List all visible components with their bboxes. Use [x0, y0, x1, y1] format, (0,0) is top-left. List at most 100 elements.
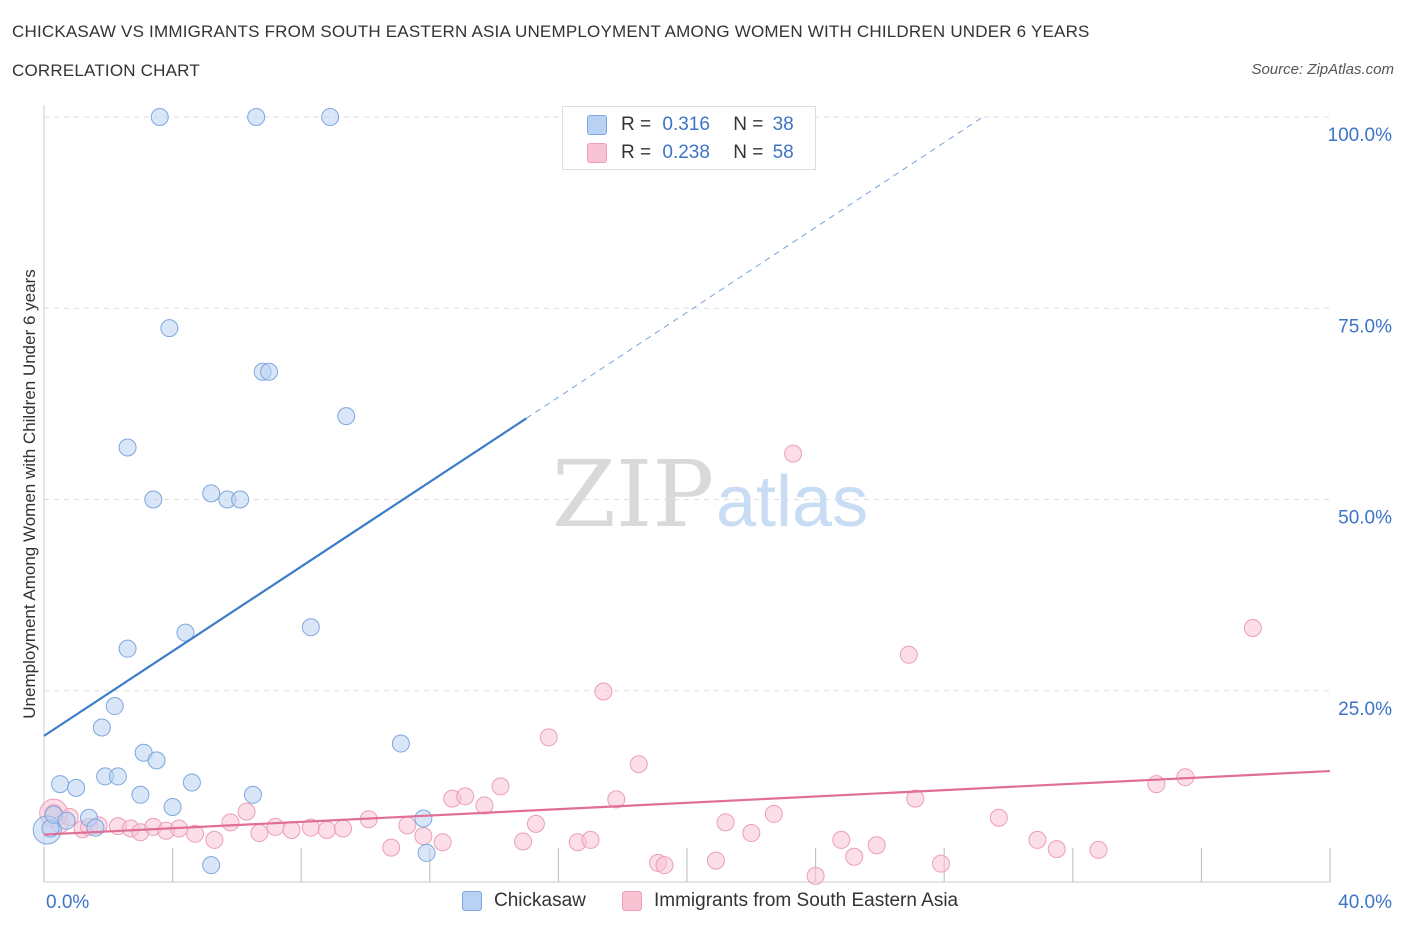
data-point: [845, 847, 864, 866]
trendline-chickasaw-extension: [525, 116, 984, 419]
data-point: [1147, 775, 1166, 794]
bottom-legend-swatch-immigrants: [622, 891, 642, 911]
data-point: [186, 824, 205, 843]
data-point: [629, 755, 648, 774]
data-point: [806, 866, 825, 885]
chart-title: CHICKASAW VS IMMIGRANTS FROM SOUTH EASTE…: [12, 22, 1090, 41]
data-point: [243, 785, 262, 804]
y-tick-label: 25.0%: [1338, 699, 1392, 720]
trendlines: [43, 116, 1331, 836]
y-tick-label: 50.0%: [1338, 508, 1392, 529]
legend-swatch-chickasaw: [587, 115, 607, 135]
x-tick-labels: 0.0% 40.0%: [46, 892, 1392, 913]
data-point: [231, 490, 250, 509]
data-point: [867, 836, 886, 855]
data-point: [301, 618, 320, 637]
data-point: [539, 728, 558, 747]
data-point: [581, 830, 600, 849]
data-point: [433, 833, 452, 852]
data-point: [118, 438, 137, 457]
data-point: [832, 830, 851, 849]
data-point: [108, 767, 127, 786]
data-point: [147, 751, 166, 770]
watermark-atlas: atlas: [716, 462, 868, 542]
data-point: [337, 407, 356, 426]
data-point: [764, 804, 783, 823]
y-tick-labels: 25.0% 50.0% 75.0% 100.0%: [1328, 125, 1393, 720]
trendline-immigrants: [43, 769, 1331, 836]
data-point: [414, 827, 433, 846]
data-point: [86, 818, 105, 837]
chart-subtitle: CORRELATION CHART: [12, 61, 200, 80]
data-point: [247, 108, 266, 126]
x-tick-label: 0.0%: [46, 892, 89, 913]
data-point: [475, 796, 494, 815]
bottom-legend-label-immigrants: Immigrants from South Eastern Asia: [654, 890, 959, 911]
legend-n-label: N =: [733, 114, 764, 135]
y-axis-label: Unemployment Among Women with Children U…: [20, 269, 39, 718]
data-point: [526, 814, 545, 833]
data-point: [67, 778, 86, 797]
series-chickasaw-points: [32, 108, 436, 875]
data-point: [417, 843, 436, 862]
data-point: [150, 108, 169, 126]
data-point: [899, 645, 918, 664]
data-point: [333, 819, 352, 838]
data-point: [398, 816, 417, 835]
y-tick-label: 75.0%: [1338, 316, 1392, 337]
legend-swatch-immigrants: [587, 143, 607, 163]
data-point: [266, 817, 285, 836]
data-point: [160, 319, 179, 338]
data-point: [1089, 840, 1108, 859]
data-point: [163, 798, 182, 817]
data-point: [414, 809, 433, 828]
data-point: [221, 813, 240, 832]
data-point: [742, 824, 761, 843]
data-point: [202, 856, 221, 875]
data-point: [1047, 840, 1066, 859]
x-tick-label: 40.0%: [1338, 892, 1392, 913]
series-immigrants-points: [39, 444, 1262, 885]
bottom-legend-label-chickasaw: Chickasaw: [494, 890, 586, 911]
data-point: [706, 851, 725, 870]
data-point: [317, 820, 336, 839]
data-point: [931, 854, 950, 873]
grid-lines: [44, 116, 1330, 692]
data-point: [182, 773, 201, 792]
data-point: [491, 777, 510, 796]
data-point: [607, 790, 626, 809]
data-point: [382, 838, 401, 857]
data-point: [260, 362, 279, 381]
y-tick-label: 100.0%: [1328, 125, 1393, 146]
data-point: [906, 789, 925, 808]
data-point: [57, 811, 76, 830]
data-point: [716, 813, 735, 832]
data-point: [1243, 619, 1262, 638]
data-point: [514, 832, 533, 851]
data-point: [237, 802, 256, 821]
legend-r-value: 0.316: [662, 114, 710, 135]
data-point: [655, 856, 674, 875]
data-point: [391, 734, 410, 753]
legend-r-value: 0.238: [662, 142, 710, 163]
data-point: [144, 490, 163, 509]
data-point: [250, 824, 269, 843]
data-point: [202, 484, 221, 503]
data-point: [92, 718, 111, 737]
bottom-legend-swatch-chickasaw: [462, 891, 482, 911]
data-point: [131, 785, 150, 804]
legend-n-value: 38: [772, 114, 794, 135]
data-point: [118, 639, 137, 658]
data-point: [784, 444, 803, 463]
data-point: [989, 808, 1008, 827]
watermark-zip: ZIP: [552, 441, 714, 548]
source-label: Source: ZipAtlas.com: [1251, 61, 1394, 78]
correlation-legend: R = 0.316 N = 38 R = 0.238 N = 58: [562, 106, 816, 170]
legend-r-label: R =: [621, 142, 652, 163]
data-point: [205, 830, 224, 849]
legend-r-label: R =: [621, 114, 652, 135]
data-point: [594, 682, 613, 701]
data-point: [321, 108, 340, 126]
legend-n-label: N =: [733, 142, 764, 163]
